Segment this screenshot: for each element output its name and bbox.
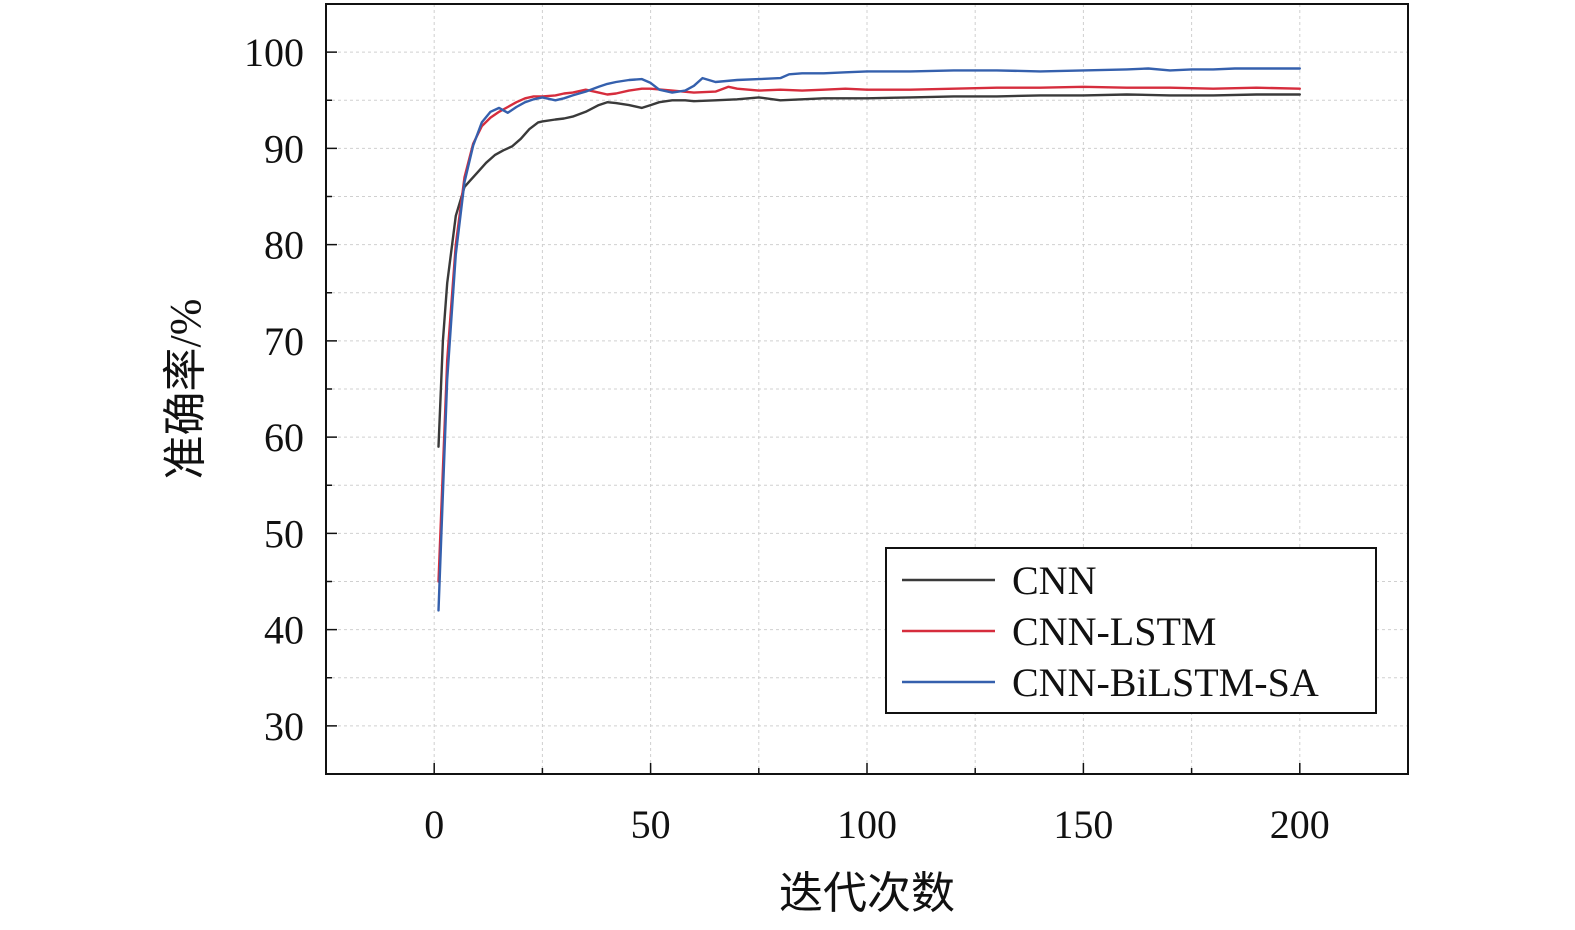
y-tick-labels: 30 40 50 60 70 80 90 100 [244,30,304,749]
series-lines [437,67,1302,612]
y-tick-label: 50 [264,511,304,556]
x-axis-title: 迭代次数 [779,869,955,918]
grid [326,4,1408,774]
axis-ticks [326,51,1301,774]
x-tick-labels: 0 50 100 150 200 [424,802,1330,847]
y-axis-title: 准确率/% [161,299,210,480]
y-tick-label: 100 [244,30,304,75]
legend: CNN CNN-LSTM CNN-BiLSTM-SA [885,547,1377,714]
y-tick-label: 70 [264,319,304,364]
x-tick-label: 150 [1053,802,1113,847]
x-tick-label: 50 [631,802,671,847]
series-line-cnn-bilstm-sa [437,67,1302,612]
series-line-cnn [437,93,1302,448]
y-tick-label: 90 [264,126,304,171]
legend-label-cnn-lstm: CNN-LSTM [1012,609,1216,654]
legend-label-cnn-bilstm-sa: CNN-BiLSTM-SA [1012,660,1319,705]
x-tick-label: 100 [837,802,897,847]
y-tick-label: 80 [264,223,304,268]
legend-label-cnn: CNN [1012,558,1096,603]
series-line-cnn-lstm [437,85,1302,583]
x-tick-label: 200 [1270,802,1330,847]
x-tick-label: 0 [424,802,444,847]
y-tick-label: 60 [264,415,304,460]
y-tick-label: 30 [264,704,304,749]
y-tick-label: 40 [264,608,304,653]
